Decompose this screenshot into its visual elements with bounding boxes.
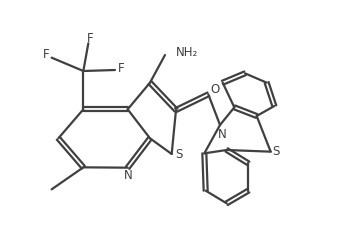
- Text: O: O: [211, 83, 220, 96]
- Text: S: S: [175, 148, 182, 162]
- Text: N: N: [218, 128, 226, 140]
- Text: NH₂: NH₂: [176, 46, 198, 59]
- Text: F: F: [43, 48, 50, 61]
- Text: N: N: [124, 169, 133, 182]
- Text: F: F: [87, 32, 94, 45]
- Text: S: S: [272, 145, 279, 158]
- Text: F: F: [118, 62, 124, 74]
